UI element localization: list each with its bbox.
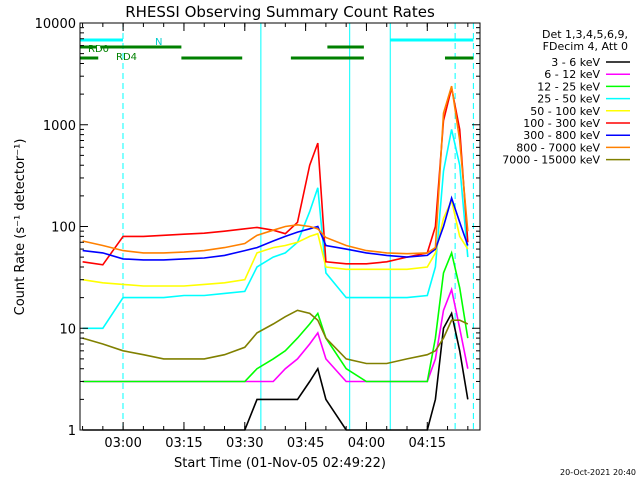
series-line-8 bbox=[82, 309, 469, 365]
y-tick-label: 1000 bbox=[43, 119, 76, 134]
x-tick-label: 03:30 bbox=[226, 436, 263, 451]
x-tick-label: 04:00 bbox=[348, 436, 385, 451]
x-axis-label: Start Time (01-Nov-05 02:49:22) bbox=[174, 456, 386, 471]
y-tick-label: 100 bbox=[51, 221, 76, 236]
plot-background bbox=[80, 23, 480, 430]
x-tick-label: 03:45 bbox=[287, 436, 324, 451]
series-line-5 bbox=[82, 87, 469, 266]
chart-title: RHESSI Observing Summary Count Rates bbox=[125, 3, 435, 21]
y-tick-label: 10000 bbox=[35, 17, 76, 32]
series-line-3 bbox=[82, 129, 469, 330]
series-line-6 bbox=[82, 195, 469, 261]
legend-label: 3 - 6 keV bbox=[551, 56, 600, 69]
x-tick-label: 03:15 bbox=[165, 436, 202, 451]
series-line-2 bbox=[82, 250, 469, 383]
legend-label: 12 - 25 keV bbox=[537, 80, 600, 93]
y-axis-label: Count Rate (s⁻¹ detector⁻¹) bbox=[13, 139, 28, 316]
legend-header-line-2: FDecim 4, Att 0 bbox=[543, 40, 628, 53]
legend-label: 300 - 800 keV bbox=[523, 129, 600, 142]
x-tick-label: 03:00 bbox=[104, 436, 141, 451]
legend-header-line-1: Det 1,3,4,5,6,9, bbox=[542, 28, 628, 41]
flag-bars bbox=[80, 38, 474, 60]
series-line-4 bbox=[82, 197, 469, 287]
plot-area: 1 10 100 1000 10000 03:00 03:15 03:30 03:45 04:0… bbox=[35, 17, 481, 451]
y-tick-label: 1 bbox=[68, 424, 76, 439]
flag-label-rd0: RD0 bbox=[88, 44, 109, 55]
legend-label: 6 - 12 keV bbox=[544, 68, 600, 81]
render-timestamp: 20-Oct-2021 20:40 bbox=[560, 468, 636, 477]
legend-label: 25 - 50 keV bbox=[537, 93, 600, 106]
legend-label: 7000 - 15000 keV bbox=[502, 154, 600, 167]
y-tick-label: 10 bbox=[59, 322, 76, 337]
x-axis-ticks: 03:00 03:15 03:30 03:45 04:00 04:15 bbox=[82, 23, 469, 451]
y-axis-ticks: 1 10 100 1000 10000 bbox=[35, 17, 480, 439]
legend-label: 100 - 300 keV bbox=[523, 117, 600, 130]
legend-label: 800 - 7000 keV bbox=[516, 141, 600, 154]
flag-label-n: N bbox=[155, 37, 162, 48]
legend: Det 1,3,4,5,6,9, FDecim 4, Att 0 3 - 6 k… bbox=[502, 28, 630, 167]
flag-label-rd4: RD4 bbox=[116, 52, 137, 63]
legend-label: 50 - 100 keV bbox=[530, 105, 600, 118]
series-line-7 bbox=[82, 85, 469, 255]
x-tick-label: 04:15 bbox=[409, 436, 446, 451]
series-lines bbox=[82, 85, 469, 431]
